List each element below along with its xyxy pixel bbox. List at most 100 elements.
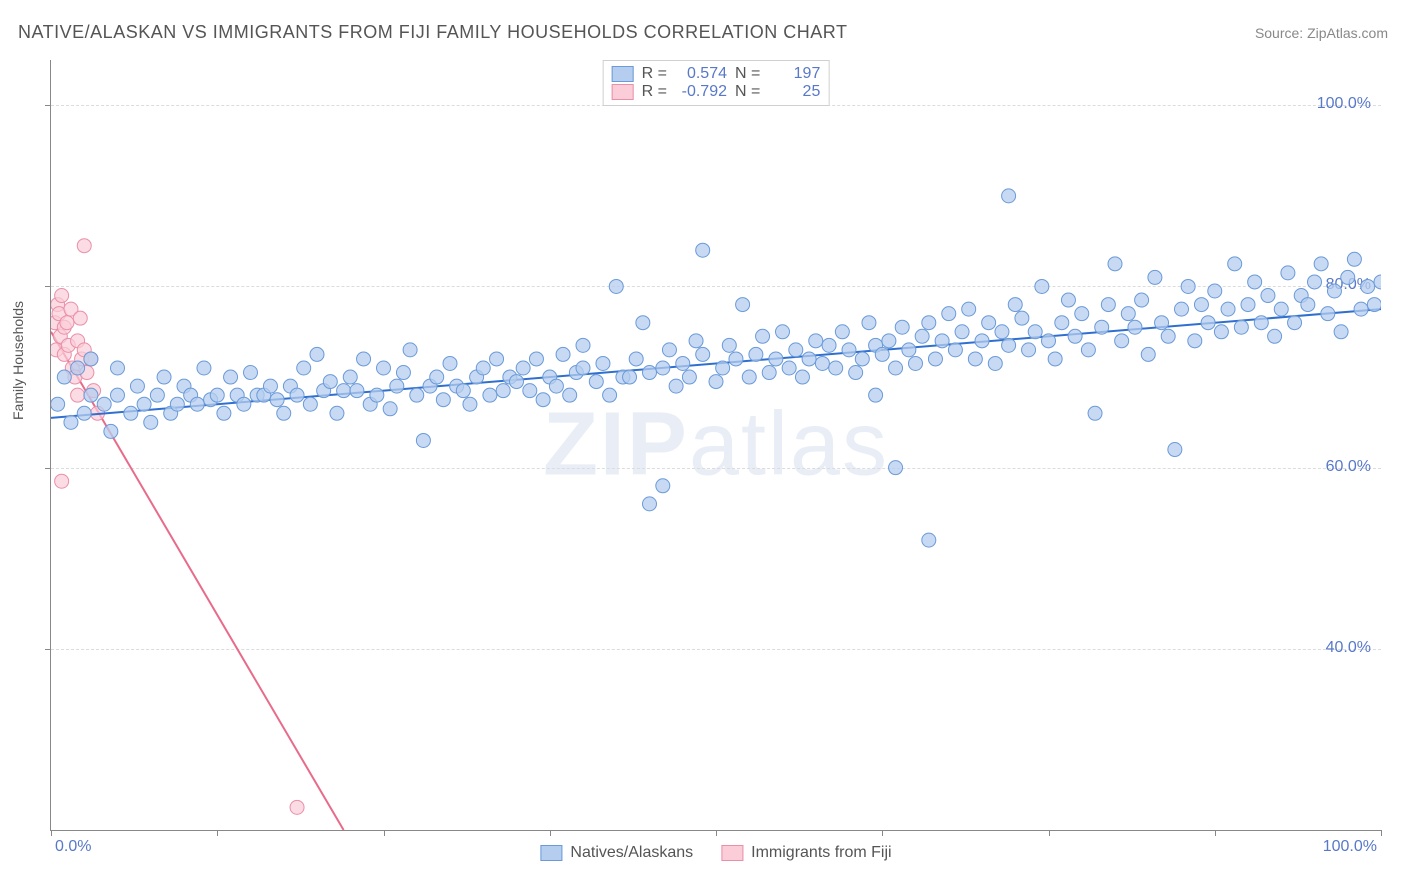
data-point [71, 388, 85, 402]
data-point [210, 388, 224, 402]
data-point [1028, 325, 1042, 339]
y-axis-label: Family Households [10, 301, 26, 420]
data-point [1301, 298, 1315, 312]
data-point [217, 406, 231, 420]
data-point [1208, 284, 1222, 298]
x-left-label: 0.0% [55, 838, 91, 856]
r-label-2: R = [642, 83, 667, 101]
data-point [357, 352, 371, 366]
data-point [350, 384, 364, 398]
data-point [157, 370, 171, 384]
data-point [643, 366, 657, 380]
data-point [1101, 298, 1115, 312]
data-point [1201, 316, 1215, 330]
data-point [855, 352, 869, 366]
xtick-mark [1381, 830, 1382, 836]
chart-title: NATIVE/ALASKAN VS IMMIGRANTS FROM FIJI F… [18, 22, 847, 43]
data-point [97, 397, 111, 411]
legend-swatch-blue-2 [540, 845, 562, 861]
n-value-blue: 197 [768, 65, 820, 83]
data-point [716, 361, 730, 375]
data-point [935, 334, 949, 348]
data-point [197, 361, 211, 375]
legend-bottom: Natives/Alaskans Immigrants from Fiji [540, 844, 891, 862]
data-point [84, 388, 98, 402]
data-point [496, 384, 510, 398]
data-point [290, 388, 304, 402]
legend-swatch-blue [612, 66, 634, 82]
data-point [60, 316, 74, 330]
data-point [1341, 270, 1355, 284]
data-point [942, 307, 956, 321]
data-point [696, 347, 710, 361]
data-point [676, 356, 690, 370]
legend-swatch-pink-2 [721, 845, 743, 861]
xtick-mark [882, 830, 883, 836]
legend-item-blue: Natives/Alaskans [540, 844, 693, 862]
data-point [1248, 275, 1262, 289]
data-point [769, 352, 783, 366]
data-point [928, 352, 942, 366]
data-point [1141, 347, 1155, 361]
n-label: N = [735, 65, 760, 83]
data-point [1261, 289, 1275, 303]
data-point [1128, 320, 1142, 334]
data-point [1268, 329, 1282, 343]
data-point [1175, 302, 1189, 316]
data-point [1288, 316, 1302, 330]
data-point [111, 361, 125, 375]
data-point [77, 406, 91, 420]
data-point [643, 497, 657, 511]
data-point [835, 325, 849, 339]
data-point [576, 361, 590, 375]
data-point [396, 366, 410, 380]
data-point [603, 388, 617, 402]
data-point [576, 338, 590, 352]
data-point [563, 388, 577, 402]
data-point [1188, 334, 1202, 348]
xtick-mark [1215, 830, 1216, 836]
source-label: Source: [1255, 25, 1303, 41]
data-point [1115, 334, 1129, 348]
data-point [310, 347, 324, 361]
data-point [682, 370, 696, 384]
xtick-mark [384, 830, 385, 836]
data-point [802, 352, 816, 366]
data-point [1042, 334, 1056, 348]
data-point [1075, 307, 1089, 321]
data-point [383, 402, 397, 416]
data-point [1002, 189, 1016, 203]
r-label: R = [642, 65, 667, 83]
data-point [1002, 338, 1016, 352]
data-point [809, 334, 823, 348]
data-point [1214, 325, 1228, 339]
data-point [882, 334, 896, 348]
data-point [410, 388, 424, 402]
data-point [523, 384, 537, 398]
data-point [915, 329, 929, 343]
legend-label-blue: Natives/Alaskans [570, 844, 693, 862]
data-point [456, 384, 470, 398]
data-point [111, 388, 125, 402]
data-point [609, 279, 623, 293]
data-point [948, 343, 962, 357]
data-point [1135, 293, 1149, 307]
legend-label-pink: Immigrants from Fiji [751, 844, 891, 862]
data-point [416, 433, 430, 447]
data-point [124, 406, 138, 420]
data-point [589, 375, 603, 389]
chart-header: NATIVE/ALASKAN VS IMMIGRANTS FROM FIJI F… [18, 22, 1388, 43]
data-point [1281, 266, 1295, 280]
source-value: ZipAtlas.com [1307, 25, 1388, 41]
data-point [875, 347, 889, 361]
data-point [144, 415, 158, 429]
data-point [1088, 406, 1102, 420]
data-point [370, 388, 384, 402]
data-point [263, 379, 277, 393]
data-point [377, 361, 391, 375]
data-point [922, 533, 936, 547]
data-point [815, 356, 829, 370]
legend-stats-box: R = 0.574 N = 197 R = -0.792 N = 25 [603, 60, 830, 106]
data-point [1314, 257, 1328, 271]
data-point [1334, 325, 1348, 339]
